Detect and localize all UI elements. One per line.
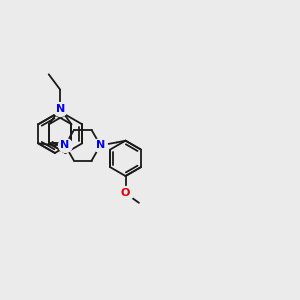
Text: N: N — [56, 104, 65, 114]
Text: N: N — [61, 140, 70, 150]
Text: O: O — [121, 188, 130, 198]
Text: N: N — [96, 140, 105, 150]
